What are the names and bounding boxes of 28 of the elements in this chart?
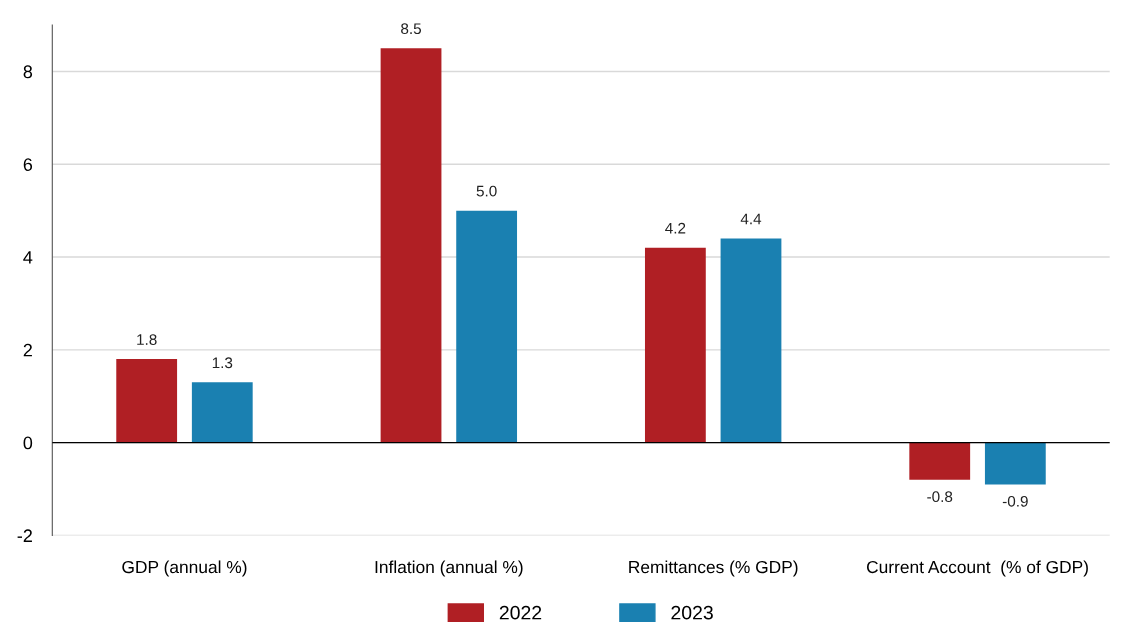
y-tick-label: 8 (23, 65, 33, 79)
bar (720, 238, 782, 443)
bar (644, 247, 706, 443)
data-label: -0.8 (927, 491, 953, 503)
bar (191, 382, 253, 443)
legend-label: 2022 (499, 605, 542, 620)
y-tick-label: 2 (23, 343, 32, 357)
x-tick-label: Inflation (annual %) (375, 560, 523, 577)
data-label: 4.4 (740, 213, 762, 225)
y-tick-label: 4 (23, 251, 33, 264)
bar (909, 442, 971, 480)
x-tick-label: Remittances (% GDP) (629, 560, 798, 577)
data-label: 1.3 (212, 357, 233, 369)
bar (380, 48, 442, 443)
x-tick-label: GDP (annual %) (122, 560, 247, 577)
data-label: 4.2 (665, 222, 686, 234)
data-label: 8.5 (401, 23, 422, 35)
y-tick-label: 0 (23, 436, 33, 450)
y-tick-label: -2 (17, 529, 32, 542)
y-tick-label: 6 (23, 158, 33, 171)
bar (984, 442, 1046, 485)
data-label: -0.9 (1002, 495, 1028, 507)
bar (456, 210, 518, 443)
data-label: 1.8 (137, 334, 157, 345)
data-label: 5.0 (476, 185, 497, 197)
bar (116, 359, 178, 443)
x-tick-label: Current Account (% of GDP) (866, 560, 1088, 577)
legend-label: 2023 (671, 605, 713, 620)
